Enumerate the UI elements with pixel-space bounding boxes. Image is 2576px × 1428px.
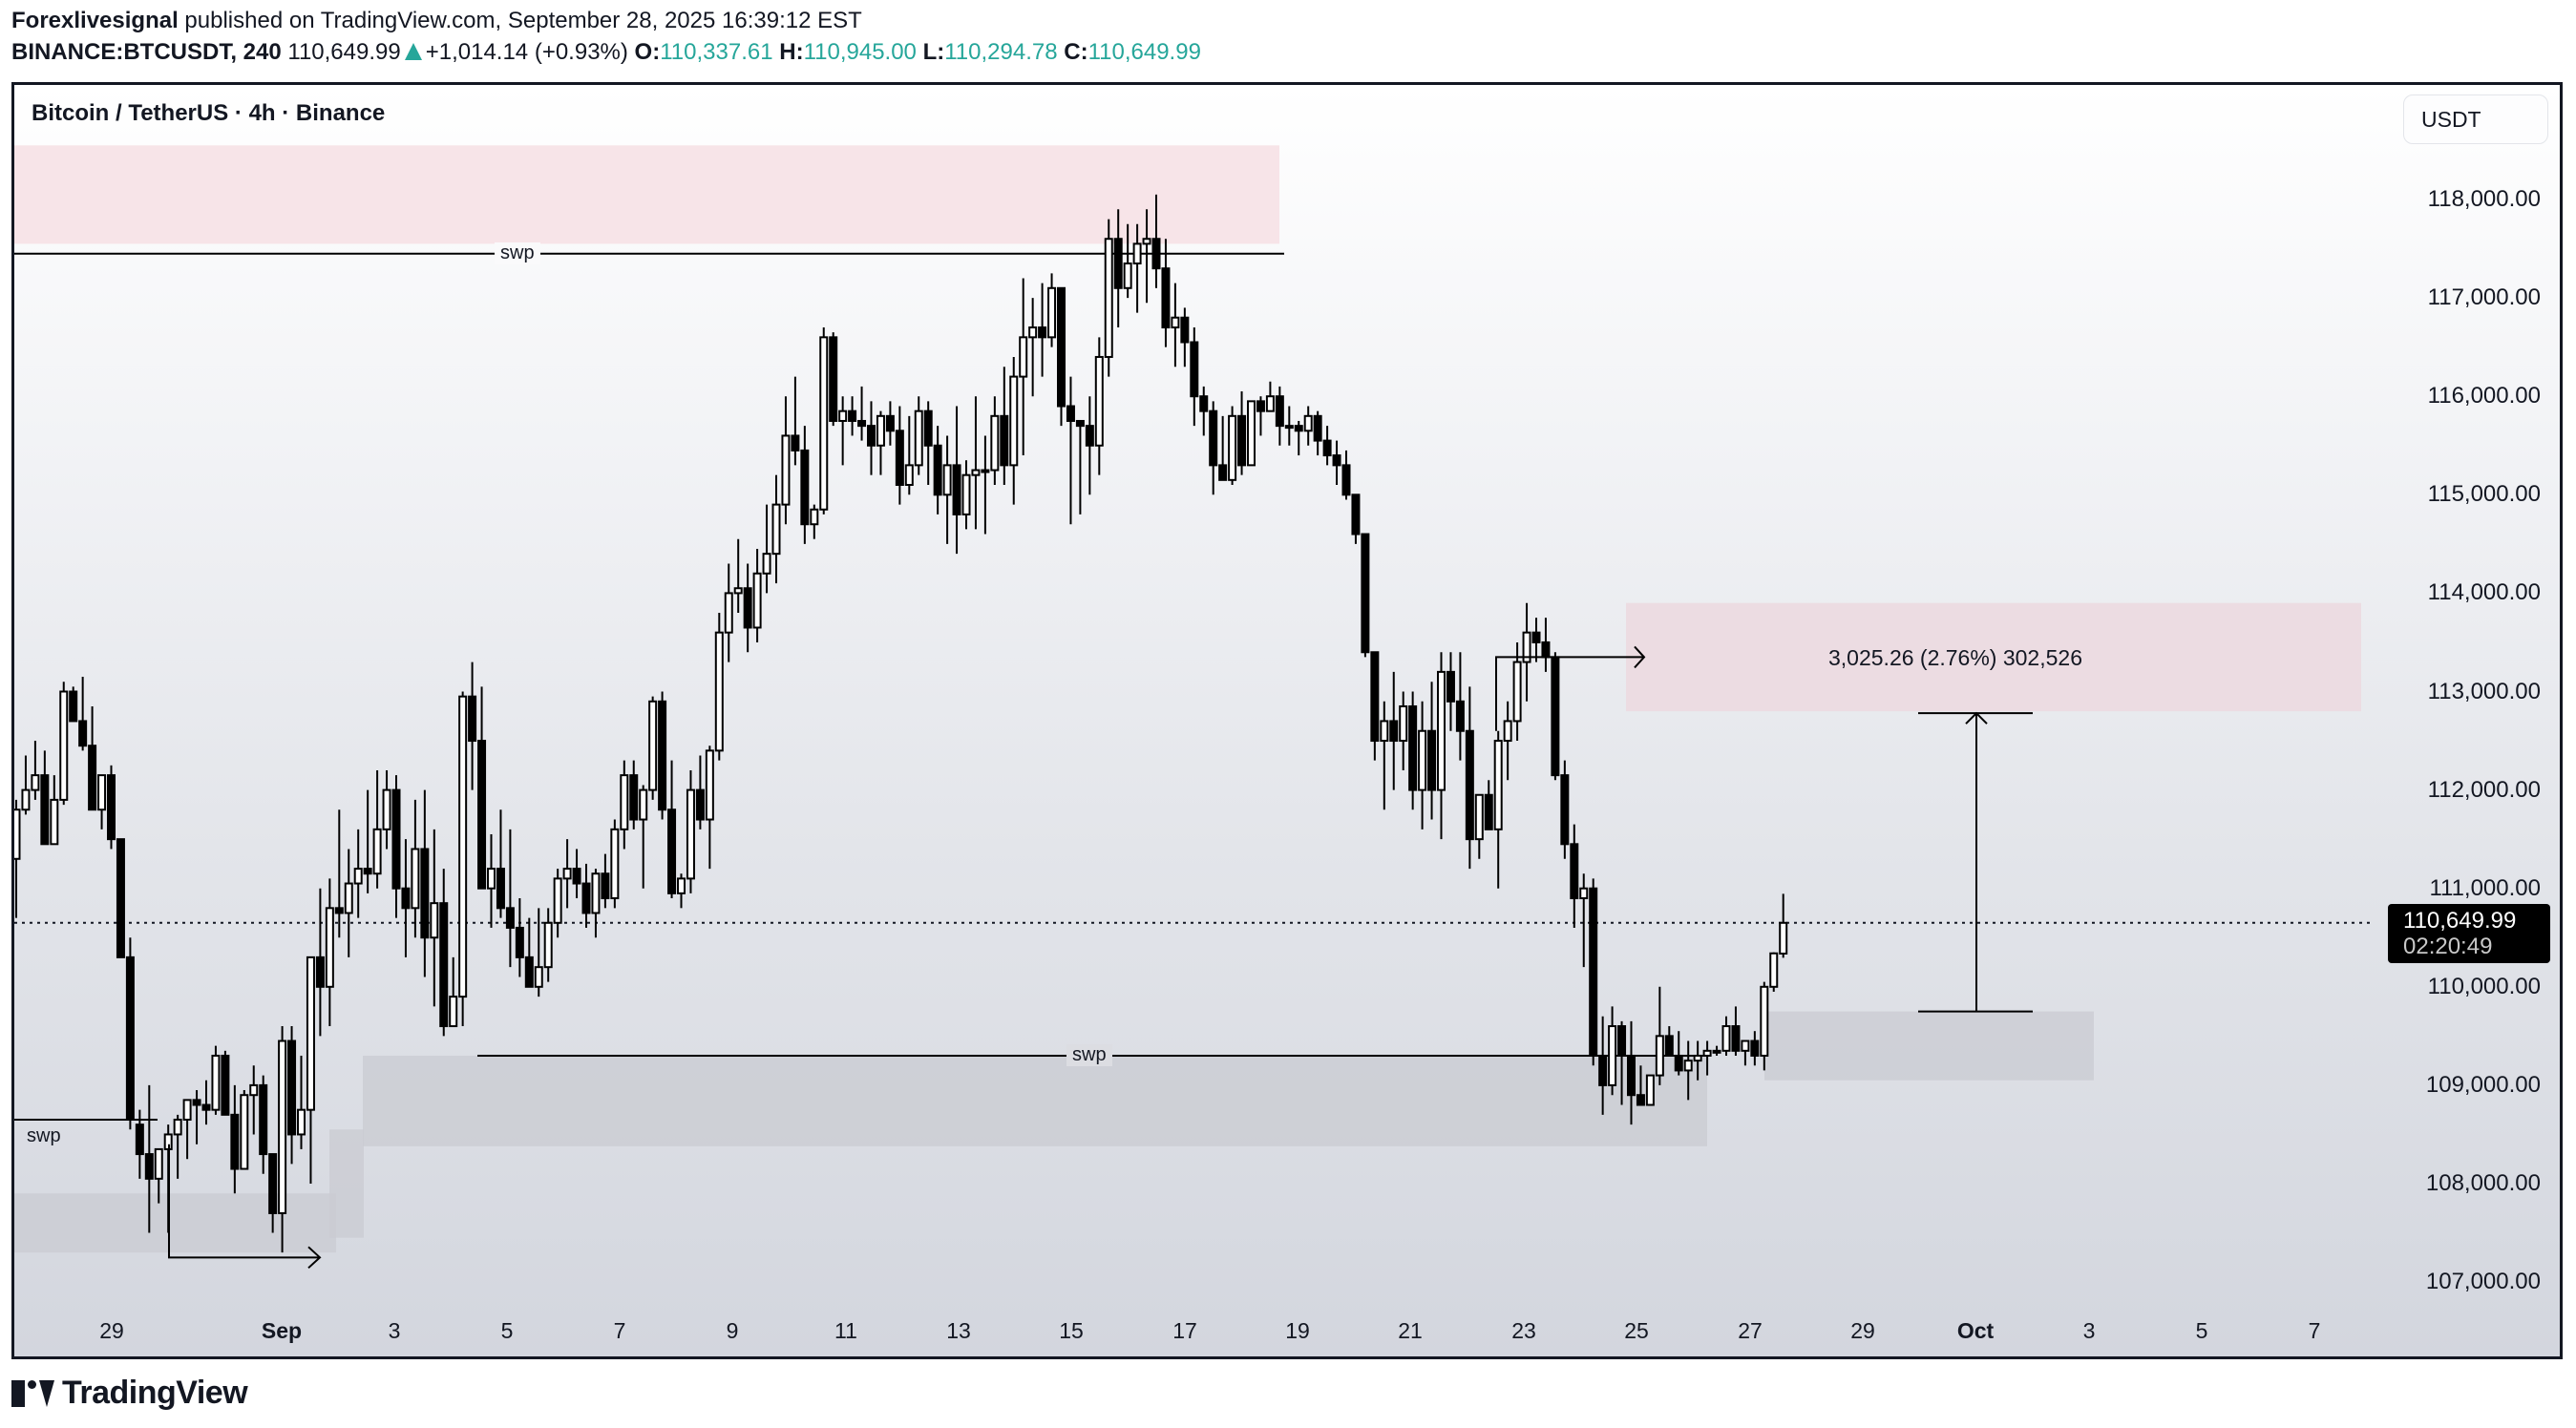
date-tick: 7 xyxy=(613,1318,626,1343)
up-triangle-icon xyxy=(404,43,422,60)
symbol-interval: BINANCE:BTCUSDT, 240 xyxy=(11,39,282,65)
author-name: Forexlivesignal xyxy=(11,8,179,33)
date-tick: 27 xyxy=(1738,1318,1763,1343)
demand-zone-right xyxy=(1764,1011,2094,1081)
demand-zone-mid xyxy=(363,1055,1707,1146)
symbol-title: Bitcoin / TetherUS · 4h · Binance xyxy=(32,100,386,126)
tradingview-wordmark: TradingView xyxy=(62,1375,248,1411)
swp-label-top: swp xyxy=(495,242,540,264)
date-tick: 25 xyxy=(1624,1318,1649,1343)
date-tick: 17 xyxy=(1172,1318,1197,1343)
date-tick: 9 xyxy=(726,1318,739,1343)
low-label: L: xyxy=(922,39,945,65)
close-value: 110,649.99 xyxy=(1087,39,1201,65)
date-tick: Sep xyxy=(261,1318,303,1343)
current-price-value: 110,649.99 xyxy=(2403,907,2517,934)
demand-zone-left xyxy=(14,1193,336,1253)
date-tick: 19 xyxy=(1285,1318,1310,1343)
open-value: 110,337.61 xyxy=(660,39,773,65)
swp-label-left: swp xyxy=(27,1124,61,1146)
price-tick: 109,000.00 xyxy=(2425,1071,2541,1098)
low-value: 110,294.78 xyxy=(944,39,1058,65)
publish-info: Forexlivesignal published on TradingView… xyxy=(11,8,862,34)
date-tick: 3 xyxy=(2082,1318,2096,1343)
published-text: published on TradingView.com, September … xyxy=(184,8,862,33)
date-tick: 29 xyxy=(99,1318,124,1343)
measure-label: 3,025.26 (2.76%) 302,526 xyxy=(1828,645,2082,671)
price-tick: 115,000.00 xyxy=(2427,481,2541,508)
price-tick: 118,000.00 xyxy=(2427,186,2541,212)
swp-label-mid: swp xyxy=(1066,1043,1112,1066)
date-tick: Oct xyxy=(1956,1318,1995,1343)
price-tick: 110,000.00 xyxy=(2427,973,2541,999)
date-tick: 29 xyxy=(1850,1318,1875,1343)
currency-button[interactable]: USDT xyxy=(2403,94,2548,144)
price-tick: 107,000.00 xyxy=(2425,1269,2541,1295)
bar-countdown: 02:20:49 xyxy=(2403,933,2493,959)
high-label: H: xyxy=(779,39,804,65)
current-price-label: 110,649.99 02:20:49 xyxy=(2388,903,2550,963)
price-tick: 117,000.00 xyxy=(2427,284,2541,311)
date-tick: 5 xyxy=(2195,1318,2208,1343)
candlestick-plot[interactable] xyxy=(14,85,2563,1359)
date-tick: 3 xyxy=(388,1318,401,1343)
date-tick: 15 xyxy=(1059,1318,1084,1343)
date-tick: 11 xyxy=(834,1318,857,1343)
date-tick: 5 xyxy=(500,1318,514,1343)
high-value: 110,945.00 xyxy=(803,39,917,65)
close-label: C: xyxy=(1064,39,1088,65)
tradingview-branding: TradingView xyxy=(11,1375,248,1412)
date-tick: 7 xyxy=(2308,1318,2321,1343)
date-tick: 13 xyxy=(946,1318,971,1343)
price-tick: 108,000.00 xyxy=(2425,1170,2541,1196)
price-change: +1,014.14 (+0.93%) xyxy=(425,39,628,65)
tradingview-logo-icon xyxy=(11,1379,54,1407)
price-tick: 113,000.00 xyxy=(2427,678,2541,704)
date-tick: 23 xyxy=(1511,1318,1536,1343)
open-label: O: xyxy=(634,39,661,65)
last-price: 110,649.99 xyxy=(287,39,401,65)
supply-zone-target xyxy=(1626,602,2361,712)
ohlc-legend: BINANCE:BTCUSDT, 240 110,649.99 +1,014.14… xyxy=(11,39,1201,66)
date-tick: 21 xyxy=(1398,1318,1423,1343)
price-tick: 111,000.00 xyxy=(2429,874,2541,901)
chart-pane[interactable]: Bitcoin / TetherUS · 4h · Binance USDT 1… xyxy=(11,82,2563,1359)
price-tick: 114,000.00 xyxy=(2427,579,2541,606)
supply-zone-top xyxy=(14,145,1279,244)
price-tick: 112,000.00 xyxy=(2427,776,2541,803)
price-tick: 116,000.00 xyxy=(2427,383,2541,410)
